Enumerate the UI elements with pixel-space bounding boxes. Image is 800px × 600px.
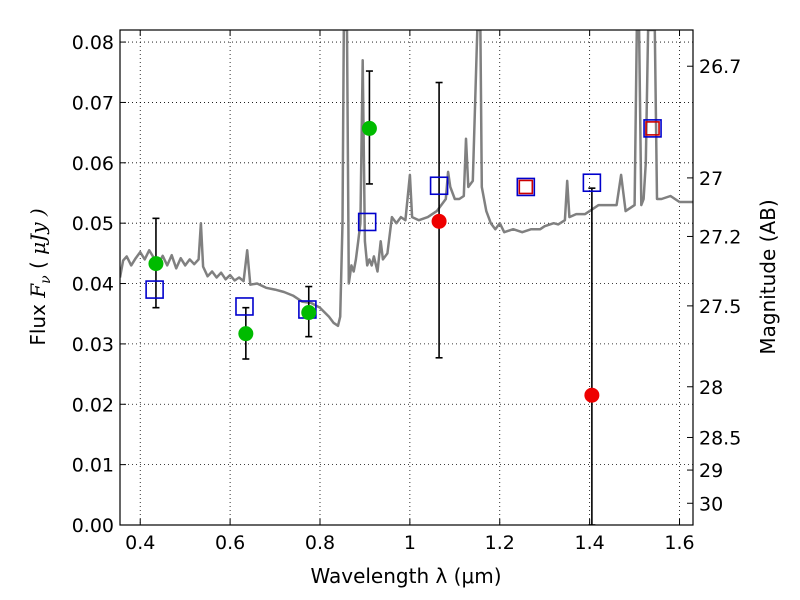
x-axis-label: Wavelength λ (μm) bbox=[310, 564, 501, 588]
plot-data bbox=[120, 30, 693, 525]
x-tick-label: 0.6 bbox=[215, 532, 245, 554]
nondetection-point bbox=[431, 213, 447, 229]
y-tick-label: 0.04 bbox=[72, 274, 114, 296]
model-flux-square bbox=[357, 212, 377, 232]
y-tick-label: 0.03 bbox=[72, 334, 114, 356]
y2-tick-label: 27.2 bbox=[699, 226, 741, 248]
detection-point bbox=[361, 120, 377, 136]
model-flux-square bbox=[643, 119, 662, 138]
x-tick-label: 0.8 bbox=[305, 532, 335, 554]
axis-ticks: 0.4 0.6 0.8 1 1.2 1.4 1.6 0.00 0.01 0.02 0.03 0.04 0… bbox=[72, 30, 741, 554]
x-tick-label: 1 bbox=[404, 532, 416, 554]
grid-lines bbox=[120, 30, 693, 526]
y-tick-label: 0.07 bbox=[72, 92, 114, 114]
nondetection-point bbox=[584, 387, 600, 403]
y-axis-label: Flux Fν ( μJy ) bbox=[26, 208, 54, 345]
x-tick-label: 1.2 bbox=[485, 532, 515, 554]
detection-point bbox=[238, 326, 254, 342]
x-tick-label: 0.4 bbox=[125, 532, 155, 554]
y-axis-label-unit: μJy ) bbox=[26, 208, 50, 254]
model-flux-square-red bbox=[645, 121, 660, 136]
y-tick-label: 0.00 bbox=[72, 515, 114, 537]
model-flux-square bbox=[145, 280, 164, 299]
y2-tick-label: 29 bbox=[699, 460, 723, 482]
model-flux-square-red bbox=[518, 179, 534, 195]
model-flux-square bbox=[516, 177, 536, 197]
plot-frame bbox=[119, 29, 694, 526]
y-axis-label-var: F bbox=[26, 283, 50, 299]
y-tick-label: 0.06 bbox=[72, 153, 114, 175]
detection-point bbox=[301, 305, 317, 321]
detection-point bbox=[148, 256, 164, 272]
model-flux-square bbox=[429, 176, 449, 196]
model-flux-square bbox=[582, 173, 602, 193]
model-flux-square bbox=[235, 297, 254, 316]
y2-tick-label: 27 bbox=[699, 168, 723, 190]
y2-tick-label: 27.5 bbox=[699, 296, 741, 318]
y2-tick-label: 26.7 bbox=[699, 56, 741, 78]
y-tick-label: 0.01 bbox=[72, 455, 114, 477]
y-tick-label: 0.08 bbox=[72, 32, 114, 54]
y2-tick-label: 28.5 bbox=[699, 427, 741, 449]
y-axis-label-sub: ν bbox=[38, 275, 54, 284]
template-spectrum-line bbox=[120, 30, 693, 328]
y-tick-label: 0.05 bbox=[72, 213, 114, 235]
y2-tick-label: 28 bbox=[699, 377, 723, 399]
y2-axis-label: Magnitude (AB) bbox=[756, 199, 780, 354]
x-tick-label: 1.4 bbox=[575, 532, 605, 554]
y-axis-label-prefix: Flux bbox=[26, 298, 50, 346]
x-tick-label: 1.6 bbox=[664, 532, 694, 554]
y-tick-label: 0.02 bbox=[72, 394, 114, 416]
y-axis-label-open: ( bbox=[26, 255, 50, 276]
y2-tick-label: 30 bbox=[699, 493, 723, 515]
